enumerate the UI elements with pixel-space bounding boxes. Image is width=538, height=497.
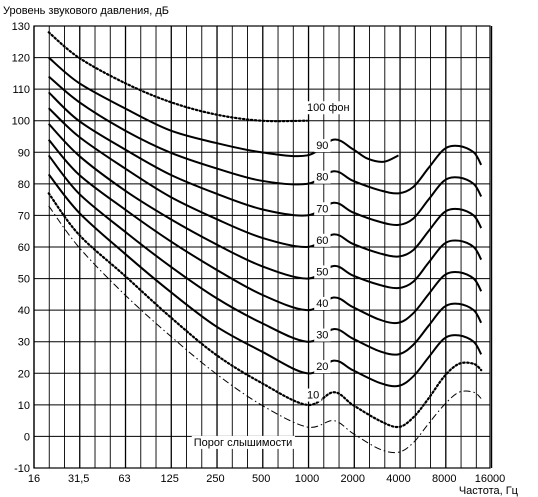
curve-label-bg — [314, 265, 331, 279]
y-tick-label: 120 — [12, 53, 30, 65]
y-tick-label: 130 — [12, 21, 30, 33]
curve-label: Порог слышимости — [194, 437, 292, 449]
curve-Порог-слышимости — [48, 205, 482, 454]
y-tick-label: 100 — [12, 116, 30, 128]
curve-labels: 100 фон 90 80 70 60 50 40 30 20 10 Порог слышимост… — [191, 101, 353, 449]
curve-10 — [47, 192, 483, 429]
y-tick-label: 110 — [12, 84, 30, 96]
curve-20 — [47, 173, 483, 388]
x-tick-label: 8000 — [432, 473, 456, 485]
x-tick-label: 2000 — [340, 473, 364, 485]
curve-70 — [48, 91, 483, 227]
curve-60 — [48, 107, 483, 258]
curve-30 — [47, 154, 483, 356]
y-tick-label: 20 — [18, 368, 30, 380]
y-tick-label: 40 — [18, 305, 30, 317]
x-tick-label: 125 — [161, 473, 179, 485]
curve-label-bg — [314, 328, 331, 342]
curve-label: 20 — [316, 361, 328, 373]
curve-label-bg — [314, 296, 331, 310]
x-tick-label: 31,5 — [68, 473, 89, 485]
curve-40 — [47, 139, 483, 325]
x-tick-label: 250 — [206, 473, 224, 485]
curve-label-bg — [304, 101, 353, 115]
tick-labels: -10 0 10 20 30 40 50 60 70 80 90 100 110 120 130 16 31,5… — [12, 21, 506, 485]
curve-label-bg — [314, 202, 331, 216]
curve-label: 60 — [316, 235, 328, 247]
curve-label: 30 — [316, 330, 328, 342]
curve-label-bg — [304, 388, 322, 402]
x-axis-label: Частота, Гц — [459, 485, 519, 497]
y-tick-label: 80 — [18, 179, 30, 191]
y-tick-label: 10 — [18, 400, 30, 412]
curve-label: 70 — [316, 203, 328, 215]
x-tick-label: 1000 — [295, 473, 319, 485]
x-tick-label: 4000 — [386, 473, 410, 485]
curve-label: 40 — [316, 298, 328, 310]
curve-label: 90 — [316, 140, 328, 152]
y-tick-label: -10 — [14, 463, 30, 475]
grid — [33, 25, 493, 469]
curve-label-bg — [314, 170, 331, 184]
curve-label-bg — [314, 360, 331, 374]
curve-label: 80 — [316, 172, 328, 184]
curve-50 — [48, 123, 483, 290]
y-tick-label: 60 — [18, 242, 30, 254]
x-tick-label: 16 — [28, 473, 40, 485]
curve-label: 10 — [307, 390, 319, 402]
y-axis-label: Уровень звукового давления, дБ — [3, 5, 169, 17]
curve-label: 100 фон — [307, 102, 350, 114]
curve-label-bg — [314, 233, 331, 247]
y-tick-label: 70 — [18, 210, 30, 222]
curve-80 — [48, 75, 483, 195]
y-tick-label: 30 — [18, 337, 30, 349]
y-tick-label: 50 — [18, 274, 30, 286]
curve-label-bg — [191, 435, 295, 449]
curve-100-фон — [47, 31, 309, 123]
y-tick-label: 0 — [24, 431, 30, 443]
curves — [47, 31, 483, 454]
x-tick-label: 16000 — [475, 473, 506, 485]
curve-label-bg — [314, 139, 331, 153]
x-tick-label: 500 — [252, 473, 270, 485]
curve-label: 50 — [316, 266, 328, 278]
y-tick-label: 90 — [18, 147, 30, 159]
curve-90 — [48, 56, 399, 163]
x-tick-label: 63 — [118, 473, 130, 485]
